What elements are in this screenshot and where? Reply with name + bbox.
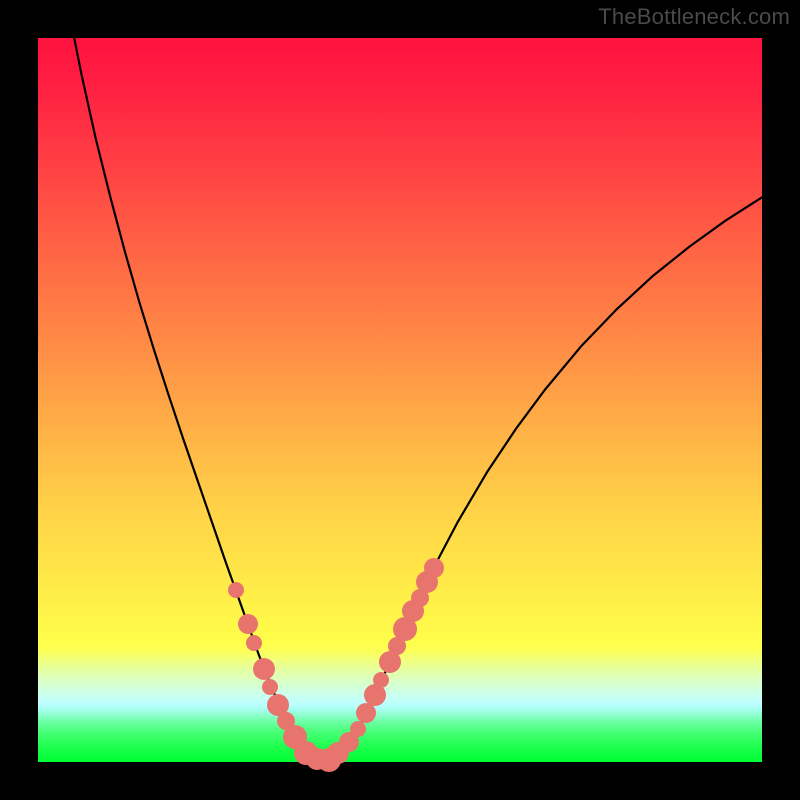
data-dot [262, 679, 278, 695]
data-dot [373, 672, 389, 688]
dots-layer [38, 38, 762, 762]
data-dot [228, 582, 244, 598]
data-dot [350, 721, 366, 737]
data-dot [253, 658, 275, 680]
plot-area [38, 38, 762, 762]
watermark-text: TheBottleneck.com [598, 4, 790, 30]
data-dot [238, 614, 258, 634]
data-dot [424, 558, 444, 578]
data-dot [246, 635, 262, 651]
